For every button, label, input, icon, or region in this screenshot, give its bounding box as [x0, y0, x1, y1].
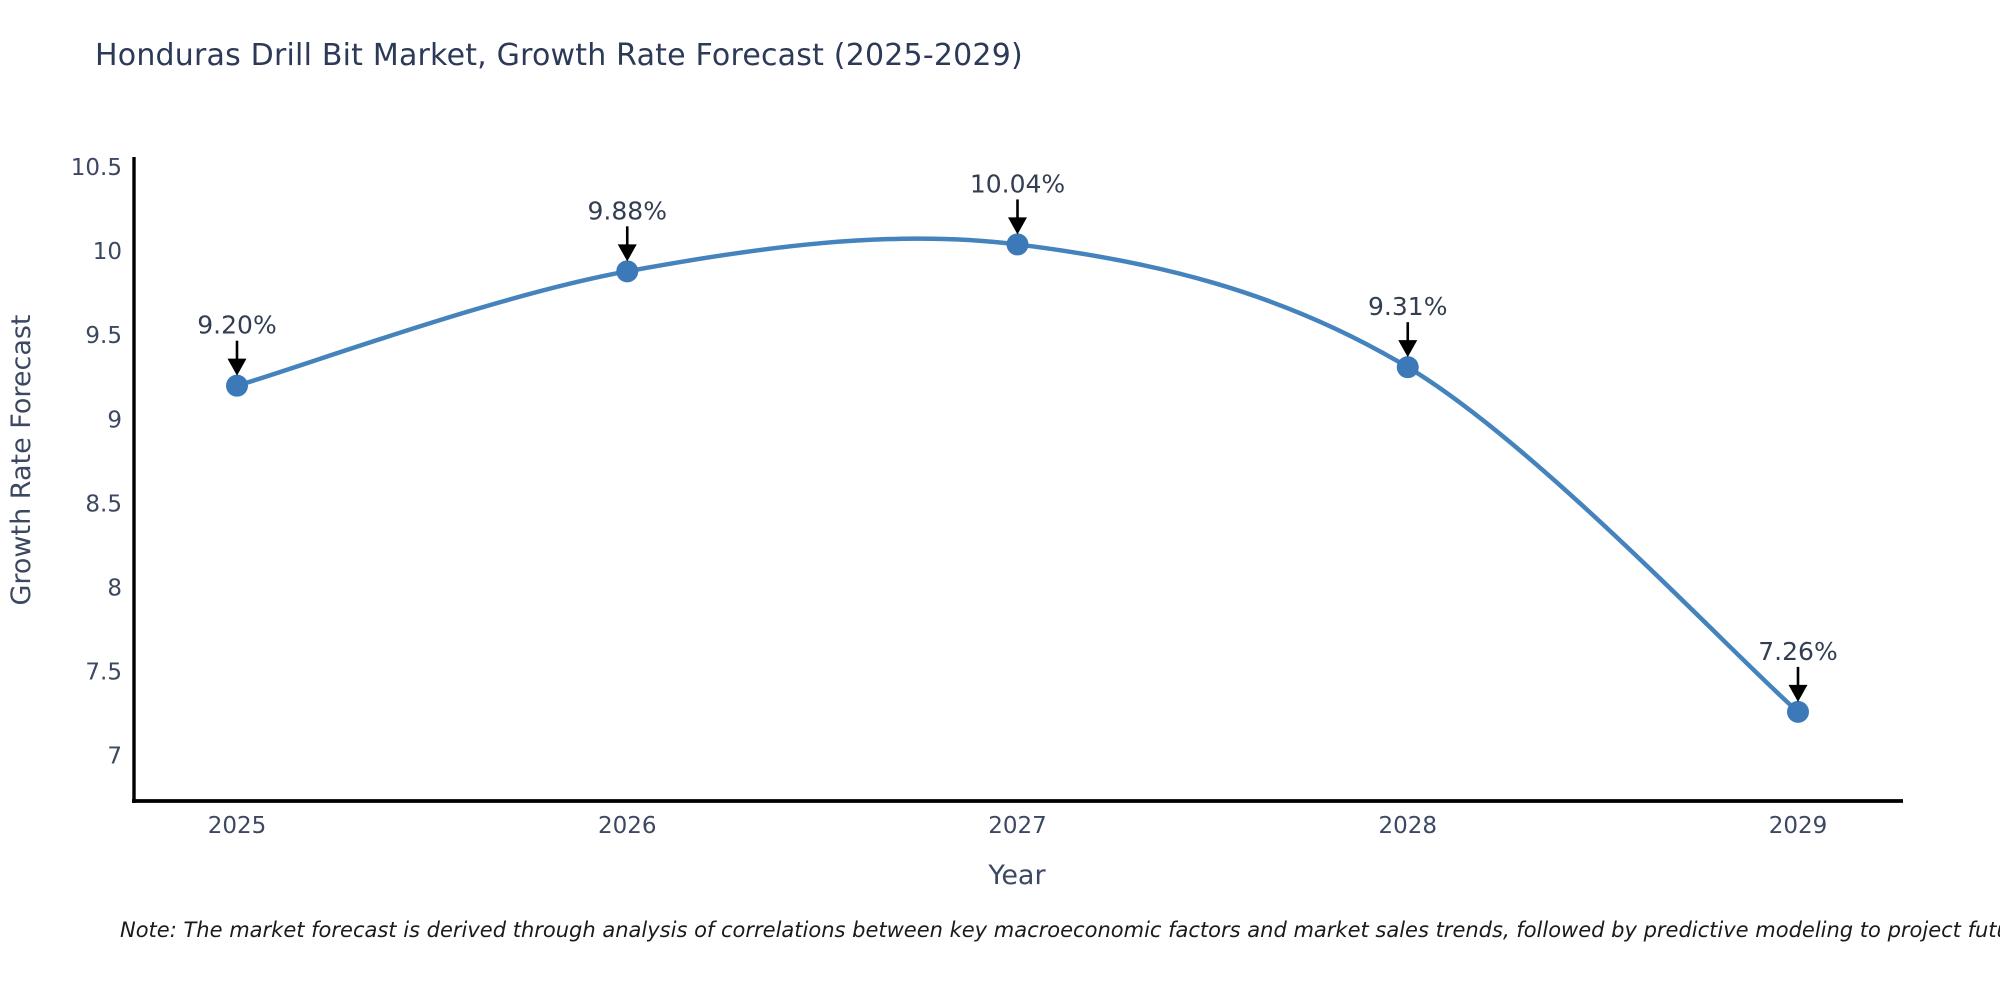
x-tick-label: 2027 — [988, 813, 1047, 839]
data-point-label: 9.31% — [1368, 292, 1447, 321]
y-tick-label: 10 — [93, 239, 122, 265]
x-tick-label: 2025 — [208, 813, 267, 839]
data-point-2025 — [226, 374, 248, 397]
annotation-arrow-head — [1008, 217, 1027, 235]
data-point-label: 9.20% — [197, 311, 276, 340]
data-point-label: 9.88% — [588, 196, 667, 225]
y-tick-label: 9 — [107, 407, 122, 433]
footnote-text: Note: The market forecast is derived thr… — [120, 918, 2000, 942]
data-point-2026 — [616, 260, 639, 283]
annotation-arrow-head — [1788, 684, 1808, 702]
data-point-label: 7.26% — [1758, 637, 1837, 666]
y-tick-label: 10.5 — [71, 155, 122, 181]
data-point-2029 — [1787, 700, 1809, 723]
x-tick-label: 2026 — [598, 813, 657, 839]
y-tick-label: 8 — [107, 575, 122, 601]
x-axis-title: Year — [987, 860, 1046, 891]
y-axis-title: Growth Rate Forecast — [6, 314, 37, 605]
annotation-arrow-head — [1398, 340, 1418, 358]
annotation-arrow-head — [617, 244, 637, 262]
chart-title: Honduras Drill Bit Market, Growth Rate F… — [95, 38, 1023, 73]
data-point-2027 — [1006, 233, 1029, 256]
annotation-arrow-head — [227, 358, 247, 376]
data-point-2028 — [1396, 356, 1419, 379]
y-tick-label: 7.5 — [85, 660, 122, 686]
trend-line — [234, 236, 1801, 715]
x-tick-label: 2028 — [1378, 813, 1437, 839]
x-tick-label: 2029 — [1769, 813, 1828, 839]
y-tick-label: 7 — [107, 744, 122, 770]
y-tick-label: 9.5 — [85, 323, 122, 349]
y-tick-label: 8.5 — [85, 491, 122, 517]
data-point-label: 10.04% — [970, 169, 1065, 198]
